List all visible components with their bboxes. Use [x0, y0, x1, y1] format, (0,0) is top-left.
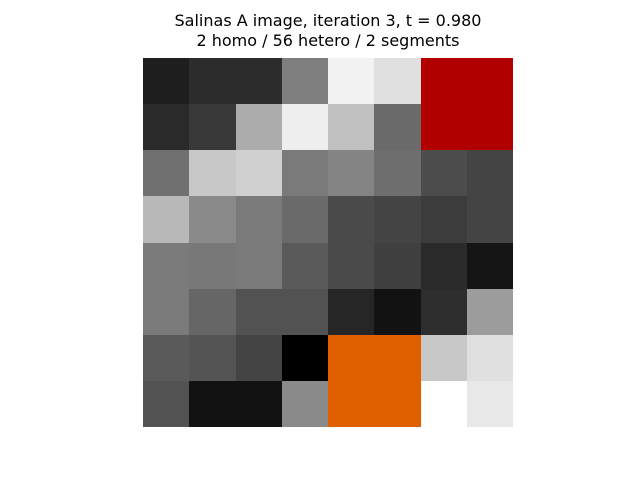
- image-pixel-r1-c1: [189, 104, 236, 151]
- image-pixel-r7-c5: [374, 380, 421, 427]
- image-pixel-r4-c3: [281, 242, 328, 289]
- image-pixel-r4-c1: [189, 242, 236, 289]
- image-pixel-r4-c0: [143, 242, 190, 289]
- image-pixel-r2-c7: [466, 150, 513, 197]
- image-pixel-r6-c2: [235, 334, 282, 381]
- image-pixel-r7-c7: [466, 380, 513, 427]
- image-pixel-r3-c7: [466, 196, 513, 243]
- image-pixel-r2-c4: [328, 150, 375, 197]
- image-pixel-r0-c4: [328, 58, 375, 105]
- image-pixel-r2-c0: [143, 150, 190, 197]
- image-pixel-r3-c2: [235, 196, 282, 243]
- image-pixel-r4-c6: [420, 242, 467, 289]
- image-pixel-r0-c6: [420, 58, 467, 105]
- image-pixel-r1-c0: [143, 104, 190, 151]
- image-pixel-r1-c3: [281, 104, 328, 151]
- segmentation-image: [143, 58, 513, 427]
- image-pixel-r0-c5: [374, 58, 421, 105]
- image-pixel-r6-c6: [420, 334, 467, 381]
- image-pixel-r5-c5: [374, 288, 421, 335]
- image-pixel-r5-c6: [420, 288, 467, 335]
- image-pixel-r7-c1: [189, 380, 236, 427]
- image-pixel-r4-c7: [466, 242, 513, 289]
- image-pixel-r5-c2: [235, 288, 282, 335]
- image-pixel-r6-c0: [143, 334, 190, 381]
- image-pixel-r3-c4: [328, 196, 375, 243]
- image-pixel-r4-c5: [374, 242, 421, 289]
- image-pixel-r5-c7: [466, 288, 513, 335]
- image-pixel-r5-c1: [189, 288, 236, 335]
- image-pixel-r4-c2: [235, 242, 282, 289]
- image-pixel-r7-c0: [143, 380, 190, 427]
- image-pixel-r0-c7: [466, 58, 513, 105]
- image-pixel-r2-c1: [189, 150, 236, 197]
- image-pixel-r5-c0: [143, 288, 190, 335]
- image-pixel-r0-c3: [281, 58, 328, 105]
- image-pixel-r6-c4: [328, 334, 375, 381]
- image-pixel-r1-c7: [466, 104, 513, 151]
- image-pixel-r2-c5: [374, 150, 421, 197]
- image-pixel-r7-c4: [328, 380, 375, 427]
- image-pixel-r3-c3: [281, 196, 328, 243]
- image-pixel-r4-c4: [328, 242, 375, 289]
- image-pixel-r1-c2: [235, 104, 282, 151]
- title-line-1: Salinas A image, iteration 3, t = 0.980: [174, 11, 482, 30]
- image-pixel-r7-c6: [420, 380, 467, 427]
- image-pixel-r5-c3: [281, 288, 328, 335]
- image-pixel-r1-c4: [328, 104, 375, 151]
- image-pixel-r7-c3: [281, 380, 328, 427]
- image-pixel-r2-c2: [235, 150, 282, 197]
- image-pixel-r0-c1: [189, 58, 236, 105]
- image-pixel-r6-c7: [466, 334, 513, 381]
- image-pixel-r7-c2: [235, 380, 282, 427]
- image-pixel-r1-c6: [420, 104, 467, 151]
- image-pixel-r0-c0: [143, 58, 190, 105]
- image-pixel-r3-c5: [374, 196, 421, 243]
- image-pixel-r6-c1: [189, 334, 236, 381]
- image-pixel-r3-c1: [189, 196, 236, 243]
- image-pixel-r3-c6: [420, 196, 467, 243]
- image-pixel-r2-c3: [281, 150, 328, 197]
- image-pixel-r5-c4: [328, 288, 375, 335]
- image-pixel-r3-c0: [143, 196, 190, 243]
- image-pixel-r0-c2: [235, 58, 282, 105]
- image-pixel-r6-c3: [281, 334, 328, 381]
- image-pixel-r2-c6: [420, 150, 467, 197]
- title-line-2: 2 homo / 56 hetero / 2 segments: [196, 31, 460, 50]
- figure-title: Salinas A image, iteration 3, t = 0.980 …: [0, 11, 640, 51]
- image-pixel-r1-c5: [374, 104, 421, 151]
- image-pixel-r6-c5: [374, 334, 421, 381]
